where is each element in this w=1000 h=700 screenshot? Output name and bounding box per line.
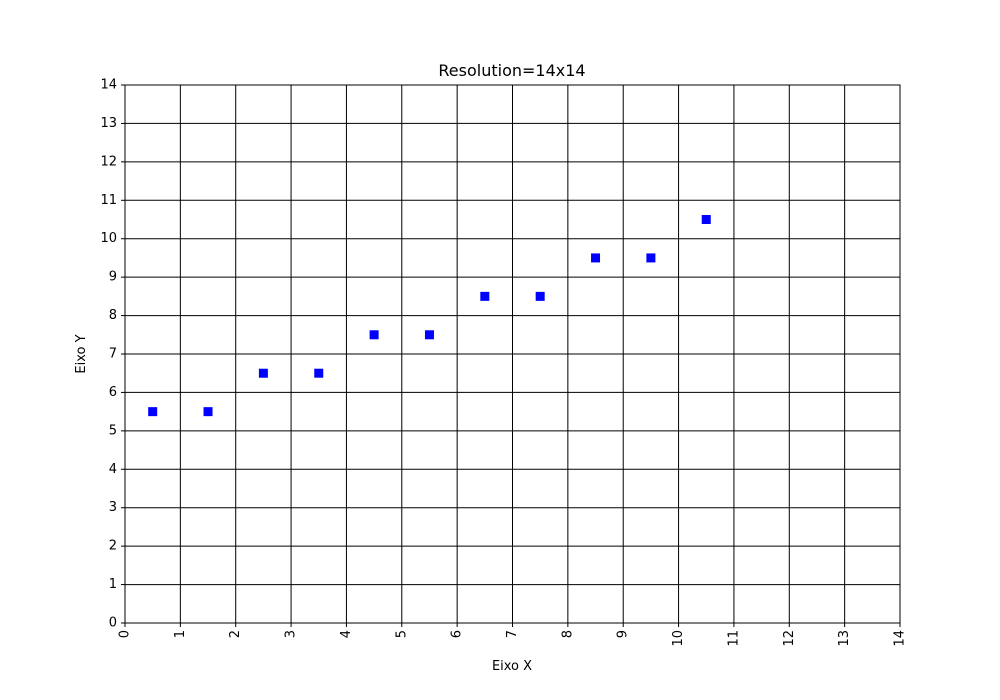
grid: [124, 84, 901, 624]
data-point: [646, 253, 656, 263]
y-tick-label: 5: [109, 423, 117, 438]
chart-title: Resolution=14x14: [438, 61, 585, 80]
x-tick-label: 7: [505, 630, 520, 638]
x-tick-label: 4: [339, 630, 354, 638]
x-tick-label: 5: [394, 630, 409, 638]
x-tick-label: 13: [837, 630, 852, 647]
y-tick-label: 14: [100, 78, 117, 93]
x-tick-label: 12: [782, 630, 797, 647]
y-tick-label: 7: [109, 347, 117, 362]
x-tick-label: 3: [284, 630, 299, 638]
y-tick-label: 3: [109, 500, 117, 515]
x-tick-label: 10: [671, 630, 686, 647]
y-tick-label: 8: [109, 308, 117, 323]
x-tick-label: 0: [118, 630, 133, 638]
y-tick-label: 10: [100, 231, 117, 246]
y-tick-label: 1: [109, 577, 117, 592]
x-axis-label: Eixo X: [492, 659, 532, 674]
y-tick-label: 4: [109, 462, 117, 477]
x-tick-label: 14: [893, 630, 908, 647]
y-tick-label: 0: [109, 616, 117, 631]
x-tick-label: 2: [228, 630, 243, 638]
data-point: [369, 330, 379, 340]
x-tick-label: 6: [450, 630, 465, 638]
y-tick-label: 12: [100, 154, 117, 169]
data-point: [701, 215, 711, 224]
x-tick-label: 9: [616, 630, 631, 638]
x-tick-label: 11: [726, 630, 741, 647]
x-tick-label: 8: [560, 630, 575, 638]
data-point: [535, 291, 545, 301]
y-tick-label: 2: [109, 539, 117, 554]
x-tick-label: 1: [173, 630, 188, 638]
y-axis-label: Eixo Y: [74, 334, 89, 373]
data-point: [480, 291, 490, 301]
data-points: [148, 215, 711, 417]
y-tick-label: 9: [109, 270, 117, 285]
plot-frame: [124, 84, 901, 624]
data-point: [148, 407, 158, 417]
y-tick-label: 11: [100, 193, 117, 208]
data-point: [424, 330, 434, 340]
data-point: [258, 368, 268, 378]
data-point: [591, 253, 601, 263]
y-tick-label: 13: [100, 116, 117, 131]
data-point: [314, 368, 324, 378]
data-point: [203, 407, 213, 417]
y-tick-label: 6: [109, 385, 117, 400]
